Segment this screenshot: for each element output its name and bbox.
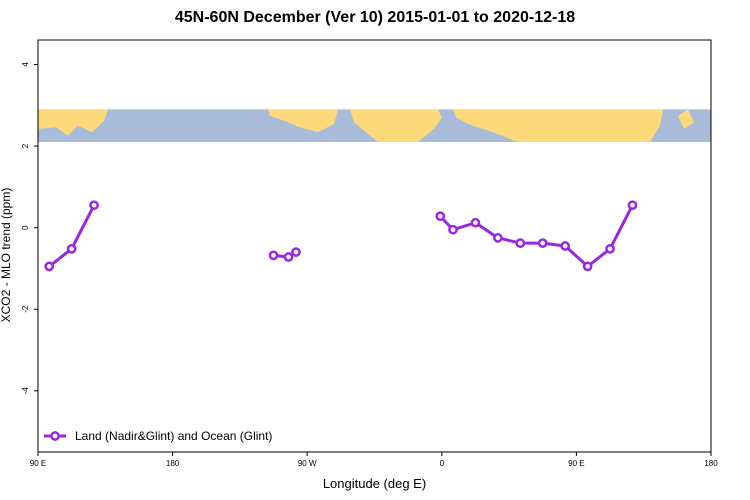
plot-frame — [37, 39, 712, 453]
y-tick-label: -4 — [21, 387, 30, 395]
world-map-band — [38, 109, 711, 142]
x-tick-label: 180 — [166, 459, 180, 468]
map-land-kamchatka — [678, 109, 694, 129]
series-line-segment — [47, 203, 96, 268]
x-axis: 90 E 180 90 W 0 90 E 180 — [30, 452, 718, 468]
map-land-eurasia-west — [38, 109, 108, 136]
y-tick-label: 2 — [21, 143, 30, 148]
y-tick-label: 4 — [21, 62, 30, 67]
data-point — [66, 244, 77, 254]
map-land-north-america — [350, 109, 442, 142]
data-point — [470, 217, 481, 228]
data-point — [448, 224, 458, 235]
data-point — [627, 200, 638, 211]
series-layer — [44, 200, 638, 272]
data-point — [537, 238, 548, 248]
x-tick-label: 90 W — [298, 459, 317, 468]
data-point — [89, 200, 99, 211]
data-point — [291, 247, 301, 257]
data-point — [582, 261, 593, 272]
chart-title: 45N-60N December (Ver 10) 2015-01-01 to … — [174, 9, 576, 26]
x-tick-label: 0 — [440, 459, 445, 468]
data-point — [268, 250, 279, 261]
data-point — [435, 211, 446, 222]
y-tick-label: -2 — [21, 305, 30, 313]
x-axis-label: Longitude (deg E) — [322, 476, 427, 491]
data-point — [493, 232, 503, 243]
x-tick-label: 180 — [704, 459, 718, 468]
x-tick-label: 90 E — [30, 459, 46, 468]
y-tick-label: 0 — [21, 225, 30, 230]
data-point — [283, 252, 294, 262]
data-point — [515, 238, 526, 248]
x-tick-label: 90 E — [568, 459, 584, 468]
series-line-segment — [438, 203, 634, 268]
legend-label: Land (Nadir&Glint) and Ocean (Glint) — [75, 429, 272, 443]
y-axis: 4 2 0 -2 -4 — [21, 62, 38, 395]
legend: Land (Nadir&Glint) and Ocean (Glint) — [44, 429, 272, 443]
map-land-alaska — [268, 109, 338, 133]
data-point — [560, 241, 571, 251]
map-land-eurasia-east — [453, 109, 663, 142]
data-point — [44, 261, 55, 272]
data-point — [605, 244, 615, 254]
legend-marker — [50, 431, 60, 441]
